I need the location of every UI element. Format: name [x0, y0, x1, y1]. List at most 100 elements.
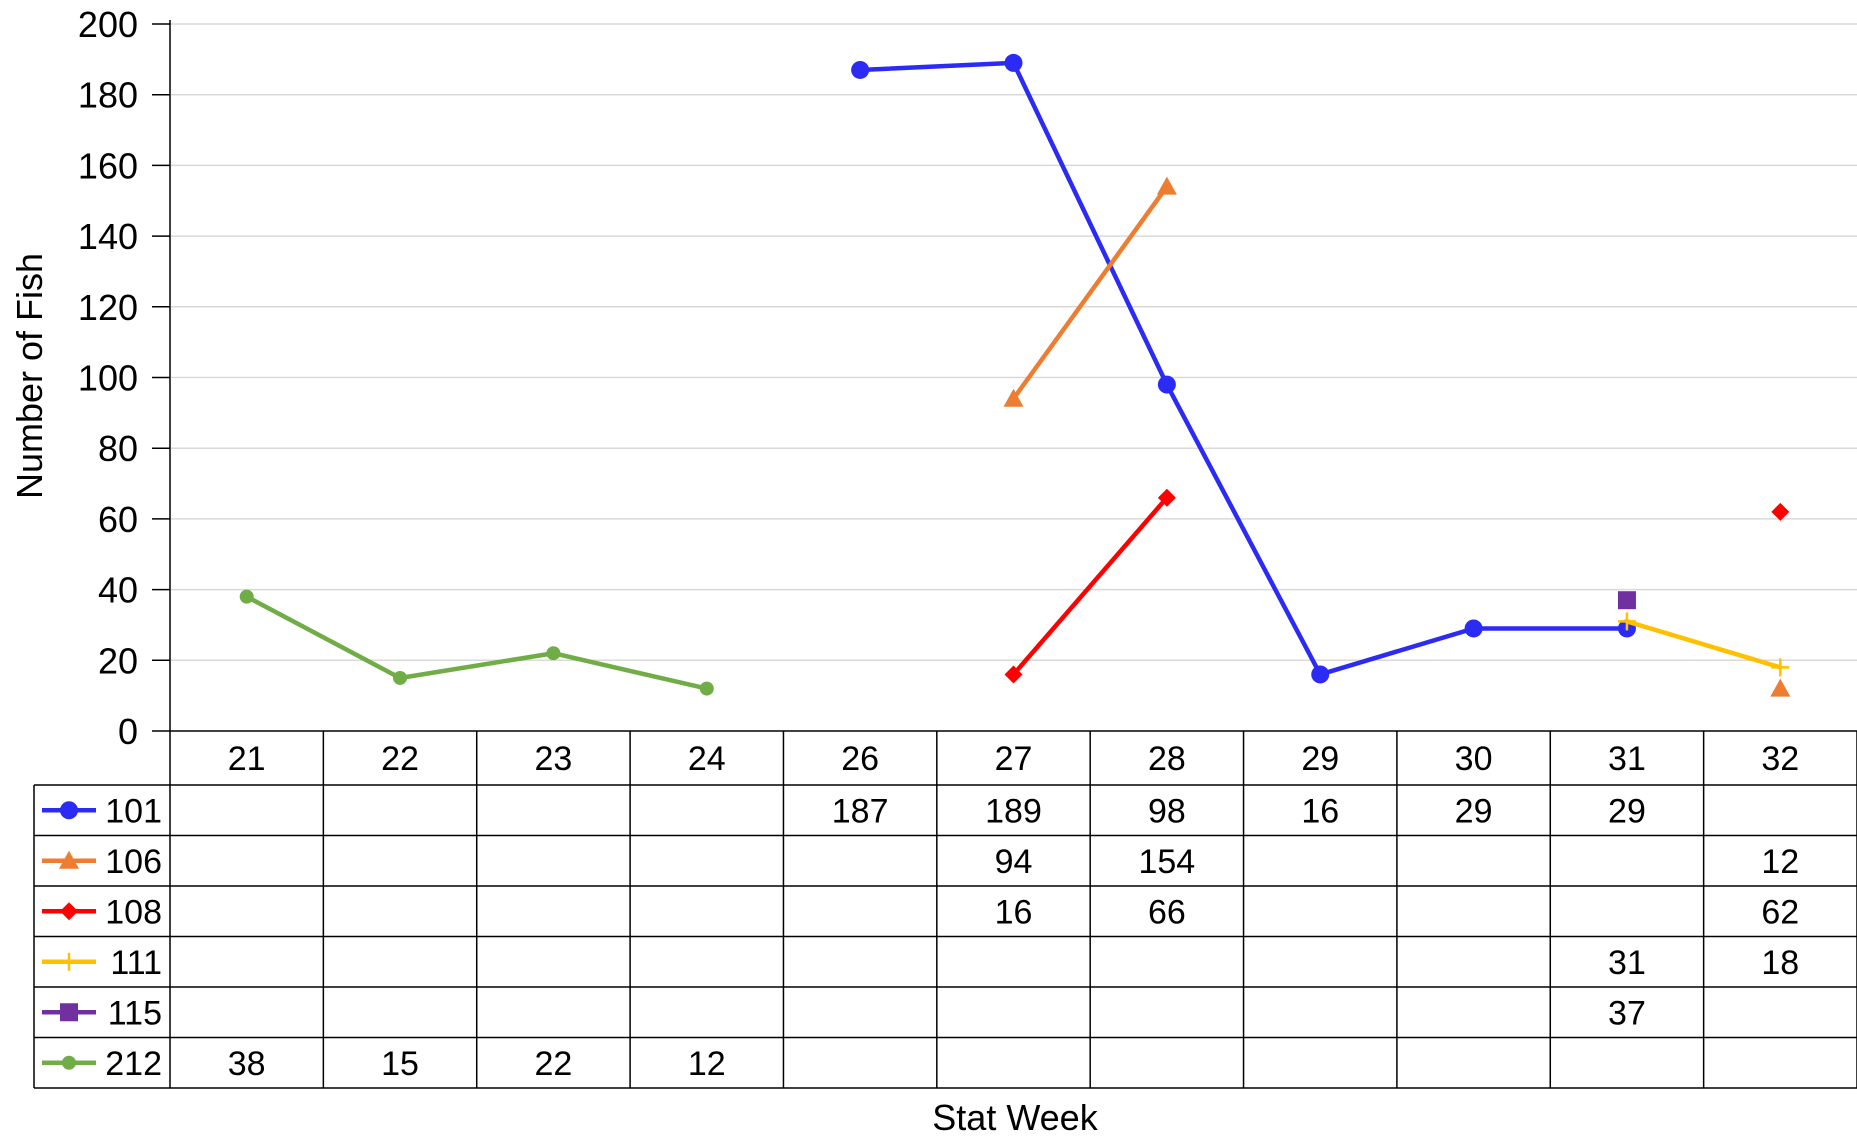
- x-tick-label: 32: [1761, 740, 1799, 778]
- x-axis-title: Stat Week: [932, 1097, 1098, 1137]
- data-point-101-27: [1004, 53, 1023, 72]
- y-tick-label: 0: [118, 711, 138, 752]
- table-cell-101-26: 187: [832, 792, 889, 830]
- data-point-108-28: [1157, 488, 1176, 507]
- table-cell-111-32: 18: [1761, 944, 1799, 982]
- table-cell-212-21: 38: [228, 1045, 266, 1083]
- series-101: [851, 53, 1636, 684]
- table-cell-111-31: 31: [1608, 944, 1646, 982]
- gridlines: [170, 23, 1857, 662]
- series-line-segment: [1624, 619, 1783, 670]
- table-cell-108-27: 16: [995, 893, 1033, 931]
- y-tick-label: 140: [78, 216, 138, 257]
- y-tick-label: 80: [98, 428, 138, 469]
- y-tick-label: 200: [78, 4, 138, 45]
- y-tick-label: 120: [78, 287, 138, 328]
- table-cell-106-32: 12: [1761, 843, 1799, 881]
- series-108: [1004, 488, 1790, 684]
- x-tick-label: 28: [1148, 740, 1186, 778]
- legend-label: 111: [110, 944, 162, 982]
- x-tick-label: 21: [228, 740, 266, 778]
- legend-marker: [59, 850, 79, 869]
- table-cell-101-27: 189: [985, 792, 1042, 830]
- data-point-108-32: [1771, 502, 1790, 521]
- legend-key-212: [42, 1055, 96, 1070]
- series-115: [1617, 591, 1636, 610]
- x-tick-label: 31: [1608, 740, 1646, 778]
- table-cell-101-31: 29: [1608, 792, 1646, 830]
- series-line-segment: [857, 60, 1016, 73]
- legend-label: 106: [105, 843, 162, 881]
- x-tick-label: 26: [841, 740, 879, 778]
- series-line-segment: [1317, 626, 1476, 677]
- table-cell-212-23: 22: [534, 1045, 572, 1083]
- legend-marker: [60, 952, 78, 971]
- data-point-101-26: [851, 60, 870, 79]
- table-cell-101-29: 16: [1301, 792, 1339, 830]
- series-line-segment: [551, 650, 710, 691]
- data-point-106-32: [1770, 678, 1791, 697]
- y-tick-label: 60: [98, 499, 138, 540]
- y-tick-label: 40: [98, 570, 138, 611]
- legend-label: 212: [105, 1045, 162, 1083]
- legend-label: 115: [108, 994, 162, 1032]
- x-tick-label: 22: [381, 740, 419, 778]
- x-tick-label: 29: [1301, 740, 1339, 778]
- series-212: [239, 589, 714, 696]
- table-cell-101-30: 29: [1455, 792, 1493, 830]
- table-cell-108-32: 62: [1761, 893, 1799, 931]
- data-point-101-28: [1157, 375, 1176, 394]
- data-point-212-23: [546, 646, 561, 661]
- y-axis: 0 20 40 60 80 100 120 140 160 180 200: [78, 4, 171, 752]
- x-tick-label: 23: [534, 740, 572, 778]
- data-point-212-21: [239, 589, 254, 604]
- data-point-212-24: [699, 681, 714, 696]
- table-cell-106-27: 94: [995, 843, 1033, 881]
- y-tick-label: 160: [78, 145, 138, 186]
- table-cell-212-24: 12: [688, 1045, 726, 1083]
- legend-key-101: [42, 801, 96, 820]
- data-point-101-30: [1464, 619, 1483, 638]
- legend-key-106: [42, 850, 96, 869]
- legend-label: 108: [105, 893, 162, 931]
- legend-marker: [60, 801, 78, 820]
- data-point-101-29: [1311, 665, 1330, 684]
- legend-key-111: [42, 952, 96, 971]
- series-line-segment: [1011, 495, 1170, 677]
- table-cell-115-31: 37: [1608, 994, 1646, 1032]
- x-tick-label: 24: [688, 740, 726, 778]
- legend-marker: [60, 1003, 78, 1022]
- data-point-108-27: [1004, 665, 1023, 684]
- x-tick-label: 30: [1455, 740, 1493, 778]
- series-line-segment: [1164, 382, 1323, 677]
- y-tick-label: 100: [78, 358, 138, 399]
- series-line-segment: [244, 594, 403, 681]
- data-table: 21 22 23 24 26 27 28 29 30 31 32 101 187 189 98 16 29 29 1…: [33, 730, 1857, 1089]
- legend-marker: [62, 1055, 76, 1070]
- y-tick-label: 20: [98, 640, 138, 681]
- y-axis-title: Number of Fish: [9, 253, 50, 499]
- data-point-106-27: [1003, 388, 1024, 407]
- series-lines: [239, 53, 1791, 697]
- data-point-111-31: [1617, 612, 1636, 631]
- data-point-106-28: [1156, 176, 1177, 195]
- y-tick-label: 180: [78, 75, 138, 116]
- data-point-115-31: [1617, 591, 1636, 610]
- table-cell-108-28: 66: [1148, 893, 1186, 931]
- series-line-segment: [1011, 60, 1170, 387]
- series-line-segment: [1011, 184, 1170, 401]
- series-line-segment: [397, 650, 556, 681]
- data-point-212-22: [393, 670, 408, 685]
- legend-label: 101: [105, 792, 162, 830]
- x-tick-label: 27: [995, 740, 1033, 778]
- legend-key-108: [42, 902, 96, 921]
- data-point-111-32: [1771, 658, 1790, 677]
- table-cell-101-28: 98: [1148, 792, 1186, 830]
- series-111: [1617, 612, 1790, 677]
- legend-key-115: [42, 1003, 96, 1022]
- legend-marker: [60, 902, 78, 921]
- table-cell-212-22: 15: [381, 1045, 419, 1083]
- series-106: [1003, 176, 1791, 697]
